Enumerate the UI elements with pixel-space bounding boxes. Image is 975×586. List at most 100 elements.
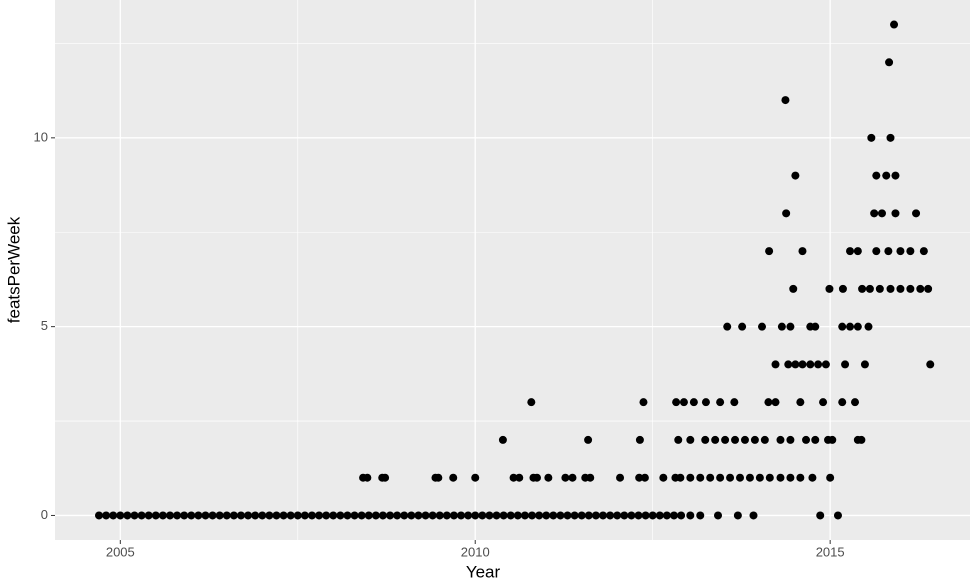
point (924, 284, 933, 293)
point (841, 360, 850, 369)
point (833, 511, 842, 520)
point (640, 473, 649, 482)
point (730, 398, 739, 407)
point (825, 284, 834, 293)
point (293, 511, 302, 520)
point (449, 473, 458, 482)
point (208, 511, 217, 520)
point (272, 511, 281, 520)
point (639, 398, 648, 407)
point (478, 511, 487, 520)
point (677, 511, 686, 520)
point (912, 209, 921, 218)
point (851, 398, 860, 407)
point (838, 398, 847, 407)
point (816, 511, 825, 520)
y-tick-label: 5 (41, 318, 48, 333)
point (679, 398, 688, 407)
point (627, 511, 636, 520)
point (386, 511, 395, 520)
point (886, 133, 895, 142)
point (187, 511, 196, 520)
point (870, 209, 879, 218)
y-axis-title: featsPerWeek (4, 216, 23, 323)
point (828, 435, 837, 444)
point (322, 511, 331, 520)
point (634, 511, 643, 520)
point (811, 322, 820, 331)
point (736, 473, 745, 482)
point (802, 435, 811, 444)
point (350, 511, 359, 520)
point (806, 360, 815, 369)
point (696, 473, 705, 482)
point (745, 473, 754, 482)
point (791, 360, 800, 369)
point (838, 284, 847, 293)
point (343, 511, 352, 520)
point (151, 511, 160, 520)
point (798, 247, 807, 256)
point (764, 398, 773, 407)
point (286, 511, 295, 520)
point (506, 511, 515, 520)
x-tick-label: 2005 (106, 544, 135, 559)
y-tick-label: 0 (41, 507, 48, 522)
point (586, 473, 595, 482)
point (865, 284, 874, 293)
point (414, 511, 423, 520)
point (364, 511, 373, 520)
point (532, 473, 541, 482)
point (814, 360, 823, 369)
panel (55, 0, 970, 540)
point (731, 435, 740, 444)
point (674, 435, 683, 444)
point (765, 247, 774, 256)
point (520, 511, 529, 520)
point (686, 511, 695, 520)
point (723, 322, 732, 331)
point (428, 511, 437, 520)
point (515, 473, 524, 482)
point (796, 473, 805, 482)
point (733, 511, 742, 520)
point (173, 511, 182, 520)
point (781, 96, 790, 105)
point (886, 284, 895, 293)
point (686, 473, 695, 482)
point (137, 511, 146, 520)
point (796, 398, 805, 407)
point (857, 435, 866, 444)
point (786, 435, 795, 444)
point (782, 209, 791, 218)
point (755, 473, 764, 482)
point (786, 322, 795, 331)
point (776, 435, 785, 444)
point (222, 511, 231, 520)
point (258, 511, 267, 520)
point (194, 511, 203, 520)
point (251, 511, 260, 520)
point (860, 360, 869, 369)
point (686, 435, 695, 444)
point (701, 398, 710, 407)
point (896, 247, 905, 256)
point (838, 322, 847, 331)
point (229, 511, 238, 520)
point (776, 473, 785, 482)
point (329, 511, 338, 520)
point (872, 247, 881, 256)
point (672, 398, 681, 407)
point (750, 435, 759, 444)
point (513, 511, 522, 520)
point (821, 360, 830, 369)
point (130, 511, 139, 520)
point (442, 511, 451, 520)
point (471, 511, 480, 520)
point (393, 511, 402, 520)
point (95, 511, 104, 520)
point (434, 473, 443, 482)
point (906, 247, 915, 256)
point (616, 473, 625, 482)
